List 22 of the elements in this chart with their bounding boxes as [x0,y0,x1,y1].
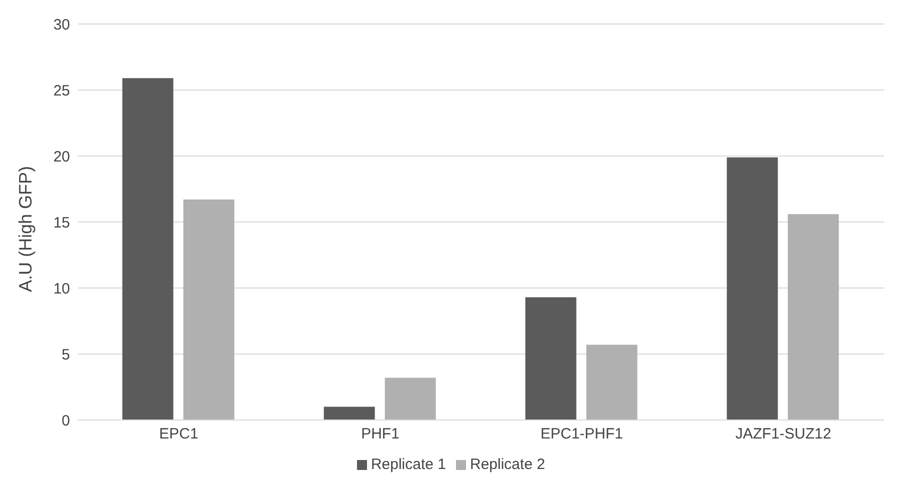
y-tick-label: 20 [53,148,70,166]
bar [324,406,375,420]
y-tick-label: 5 [62,346,70,364]
x-tick-label: EPC1-PHF1 [540,426,624,443]
bar [122,78,174,420]
x-tick-label: EPC1 [159,426,198,443]
x-tick-label: JAZF1-SUZ12 [735,426,832,443]
y-tick-label: 25 [53,82,70,100]
legend-label: Replicate 2 [470,456,546,473]
y-tick-label: 10 [53,280,70,298]
bar [525,297,576,420]
bar [788,214,839,420]
y-axis-title: A.U (High GFP) [15,166,36,292]
bar [183,200,234,420]
y-tick-label: 15 [53,214,70,232]
x-tick-label: PHF1 [361,426,400,443]
y-tick-label: 0 [62,412,70,430]
bar [726,157,778,420]
legend-label: Replicate 1 [370,456,446,473]
bar [384,378,436,420]
bar [586,344,638,420]
y-tick-label: 30 [53,16,70,34]
